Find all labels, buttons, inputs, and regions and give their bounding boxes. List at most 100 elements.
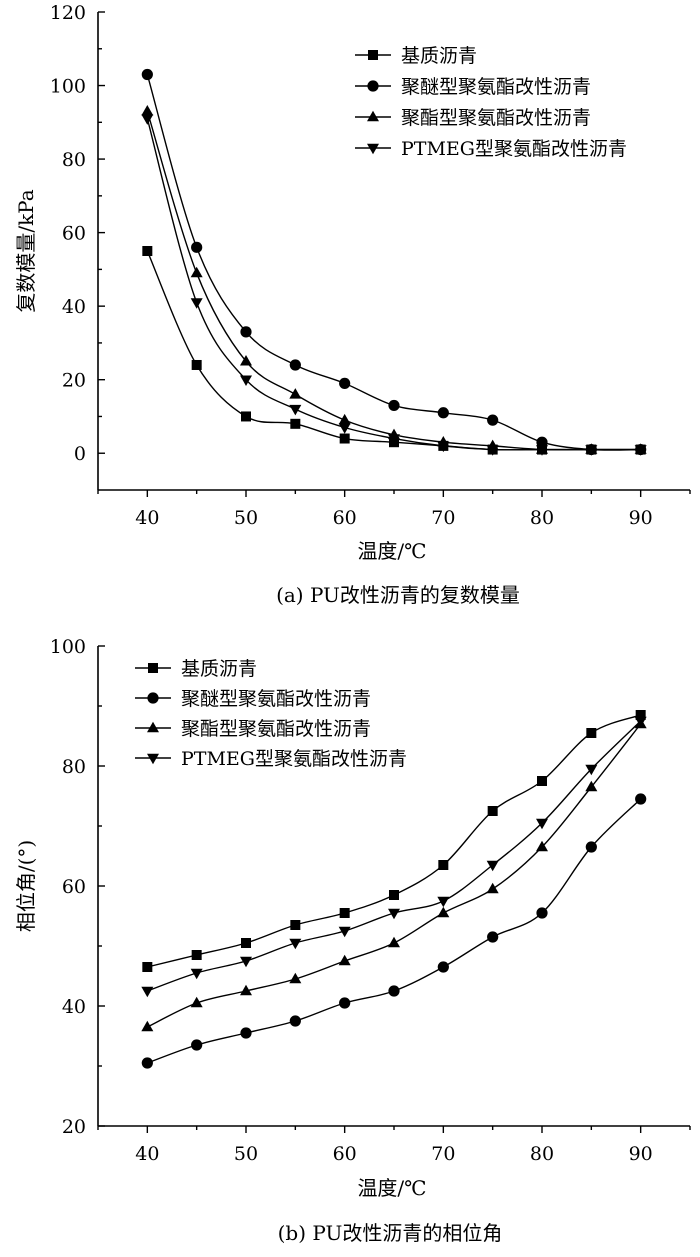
series-1: [142, 246, 646, 455]
data-point: [141, 1020, 154, 1032]
y-tick-label: 60: [62, 223, 86, 245]
data-point: [141, 986, 154, 998]
data-point: [289, 404, 302, 416]
series-4: [141, 716, 647, 998]
data-point: [388, 908, 400, 920]
data-point: [536, 840, 548, 852]
legend-marker: [147, 692, 159, 704]
y-tick-label: 20: [62, 370, 86, 392]
x-tick-label: 70: [431, 507, 455, 529]
x-tick-label: 60: [333, 1143, 357, 1165]
y-tick-label: 20: [62, 1116, 86, 1138]
data-point: [585, 841, 597, 853]
data-point: [289, 359, 301, 371]
data-point: [190, 968, 203, 980]
chart-panel-a: 40 50 60 70 80 90 0 20 40 60 80 100 120 温度/℃ 复数模量/kPa 基…: [14, 2, 691, 607]
y-tick-label: 60: [62, 876, 86, 898]
legend-marker: [147, 753, 159, 765]
legend-marker: [147, 721, 159, 733]
data-point: [240, 984, 252, 996]
data-point: [191, 241, 203, 253]
series-4: [141, 114, 647, 456]
x-tick-label: 40: [135, 507, 159, 529]
data-point: [536, 436, 548, 448]
data-point: [289, 388, 302, 399]
data-point: [437, 961, 449, 973]
x-tick-label: 90: [629, 507, 653, 529]
legend-marker: [368, 50, 378, 60]
data-point: [437, 407, 449, 419]
legend-item: PTMEG型聚氨酯改性沥青: [355, 138, 627, 160]
data-point: [536, 818, 548, 830]
series-3: [141, 717, 647, 1032]
x-tick-label: 80: [530, 507, 554, 529]
data-point: [438, 860, 449, 870]
legend-label: 基质沥青: [181, 658, 257, 680]
legend-item: 聚酯型聚氨酯改性沥青: [135, 718, 371, 740]
data-point: [388, 985, 400, 997]
data-point: [339, 908, 350, 918]
data-point: [240, 1027, 252, 1039]
x-tick-label: 80: [530, 1143, 554, 1165]
data-point: [289, 938, 302, 950]
data-point: [388, 936, 400, 948]
x-tick-label: 50: [234, 507, 258, 529]
data-point: [339, 377, 351, 389]
figure-caption: (b) PU改性沥青的相位角: [278, 1221, 503, 1245]
y-tick-label: 120: [50, 2, 86, 24]
data-point: [339, 433, 350, 444]
data-point: [241, 938, 251, 948]
legend-marker: [367, 80, 379, 92]
data-point: [586, 728, 597, 738]
data-point: [339, 997, 351, 1009]
data-point: [338, 926, 351, 938]
y-tick-label: 100: [50, 76, 86, 98]
x-tick-label: 90: [629, 1143, 653, 1165]
x-tick-label: 60: [333, 507, 357, 529]
data-point: [289, 1015, 301, 1027]
data-point: [241, 411, 251, 422]
series-1: [142, 710, 646, 972]
data-point: [141, 114, 154, 125]
figure-caption: (a) PU改性沥青的复数模量: [276, 583, 520, 607]
data-point: [388, 399, 400, 412]
x-tick-label: 40: [135, 1143, 159, 1165]
y-axis-title: 复数模量/kPa: [14, 189, 38, 312]
legend-item: PTMEG型聚氨酯改性沥青: [135, 748, 407, 770]
legend-label: 聚醚型聚氨酯改性沥青: [401, 76, 591, 98]
x-axis-title: 温度/℃: [357, 1176, 426, 1200]
data-point: [191, 359, 202, 370]
data-point: [191, 950, 202, 960]
series-line: [147, 723, 642, 1028]
data-point: [240, 355, 252, 366]
data-point: [585, 445, 598, 456]
data-point: [437, 896, 450, 908]
data-point: [142, 962, 153, 972]
y-tick-label: 100: [50, 636, 86, 658]
legend-label: PTMEG型聚氨酯改性沥青: [401, 138, 627, 160]
data-point: [585, 780, 598, 792]
legend-label: 聚酯型聚氨酯改性沥青: [181, 718, 371, 740]
y-tick-label: 80: [62, 149, 86, 171]
x-axis-title: 温度/℃: [357, 539, 426, 563]
y-tick-label: 0: [74, 443, 86, 465]
x-tick-label: 50: [234, 1143, 258, 1165]
data-point: [338, 423, 351, 434]
x-tick-label: 70: [431, 1143, 455, 1165]
series-line: [146, 118, 641, 451]
data-point: [141, 105, 154, 116]
data-point: [437, 906, 450, 918]
data-point: [190, 996, 203, 1008]
data-point: [536, 907, 548, 919]
legend-item: 基质沥青: [135, 658, 257, 680]
data-point: [536, 445, 548, 456]
legend-marker: [367, 110, 379, 122]
legend-marker: [148, 663, 158, 673]
data-point: [240, 326, 252, 338]
data-point: [290, 920, 301, 930]
data-point: [190, 266, 203, 278]
data-point: [338, 954, 351, 966]
series-line: [146, 74, 641, 451]
data-point: [388, 434, 400, 445]
